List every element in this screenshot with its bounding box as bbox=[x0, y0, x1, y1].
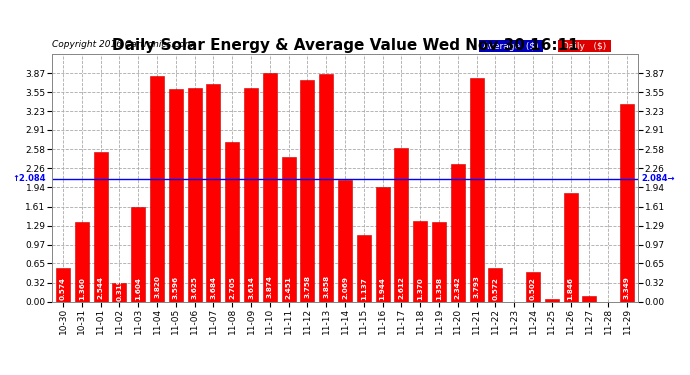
Text: 0.502: 0.502 bbox=[530, 278, 536, 300]
Text: 1.604: 1.604 bbox=[135, 277, 141, 300]
Text: 3.596: 3.596 bbox=[172, 276, 179, 298]
Title: Daily Solar Energy & Average Value Wed Nov 30 16:11: Daily Solar Energy & Average Value Wed N… bbox=[112, 38, 578, 53]
Bar bbox=[544, 299, 559, 302]
Bar bbox=[131, 207, 146, 302]
Text: 3.625: 3.625 bbox=[192, 276, 197, 298]
Bar bbox=[469, 78, 484, 302]
Text: 1.358: 1.358 bbox=[436, 277, 442, 300]
Bar bbox=[75, 222, 89, 302]
Text: 2.084→: 2.084→ bbox=[641, 174, 675, 183]
Text: 2.544: 2.544 bbox=[97, 276, 104, 299]
Text: 2.342: 2.342 bbox=[455, 276, 461, 299]
Bar bbox=[582, 296, 596, 302]
Bar bbox=[112, 283, 126, 302]
Text: 0.319: 0.319 bbox=[117, 278, 122, 300]
Text: 2.705: 2.705 bbox=[229, 276, 235, 299]
Text: 3.349: 3.349 bbox=[624, 276, 630, 299]
Bar bbox=[206, 84, 221, 302]
Bar bbox=[94, 152, 108, 302]
Bar bbox=[169, 90, 183, 302]
Text: 3.820: 3.820 bbox=[154, 276, 160, 298]
Bar bbox=[150, 76, 164, 302]
Text: 0.572: 0.572 bbox=[493, 278, 498, 300]
Text: Daily   ($): Daily ($) bbox=[559, 42, 609, 51]
Text: 2.069: 2.069 bbox=[342, 276, 348, 300]
Text: 0.574: 0.574 bbox=[60, 278, 66, 300]
Text: 1.137: 1.137 bbox=[361, 277, 367, 300]
Bar bbox=[56, 268, 70, 302]
Bar bbox=[338, 180, 352, 302]
Text: 2.612: 2.612 bbox=[398, 276, 404, 299]
Bar bbox=[300, 80, 315, 302]
Bar bbox=[244, 88, 258, 302]
Text: 3.758: 3.758 bbox=[304, 276, 310, 298]
Text: Average  ($): Average ($) bbox=[480, 42, 542, 51]
Bar bbox=[413, 221, 427, 302]
Bar bbox=[451, 164, 465, 302]
Text: 3.874: 3.874 bbox=[267, 276, 273, 298]
Text: 1.944: 1.944 bbox=[380, 277, 386, 300]
Bar bbox=[375, 187, 390, 302]
Text: 3.858: 3.858 bbox=[323, 275, 329, 298]
Bar bbox=[282, 157, 295, 302]
Text: 1.846: 1.846 bbox=[568, 277, 573, 300]
Bar bbox=[489, 268, 502, 302]
Bar bbox=[225, 142, 239, 302]
Bar bbox=[263, 73, 277, 302]
Bar bbox=[432, 222, 446, 302]
Bar bbox=[395, 148, 408, 302]
Bar bbox=[319, 74, 333, 302]
Bar bbox=[188, 88, 201, 302]
Text: Copyright 2016 Cartronics.com: Copyright 2016 Cartronics.com bbox=[52, 40, 193, 50]
Text: 3.614: 3.614 bbox=[248, 276, 254, 298]
Bar bbox=[526, 272, 540, 302]
Text: 2.451: 2.451 bbox=[286, 276, 292, 299]
Text: 1.370: 1.370 bbox=[417, 277, 423, 300]
Text: ↑2.084: ↑2.084 bbox=[12, 174, 46, 183]
Text: 3.684: 3.684 bbox=[210, 276, 217, 298]
Text: 3.793: 3.793 bbox=[473, 276, 480, 298]
Text: 1.360: 1.360 bbox=[79, 277, 85, 300]
Bar bbox=[564, 193, 578, 302]
Bar bbox=[620, 104, 634, 302]
Bar bbox=[357, 235, 371, 302]
